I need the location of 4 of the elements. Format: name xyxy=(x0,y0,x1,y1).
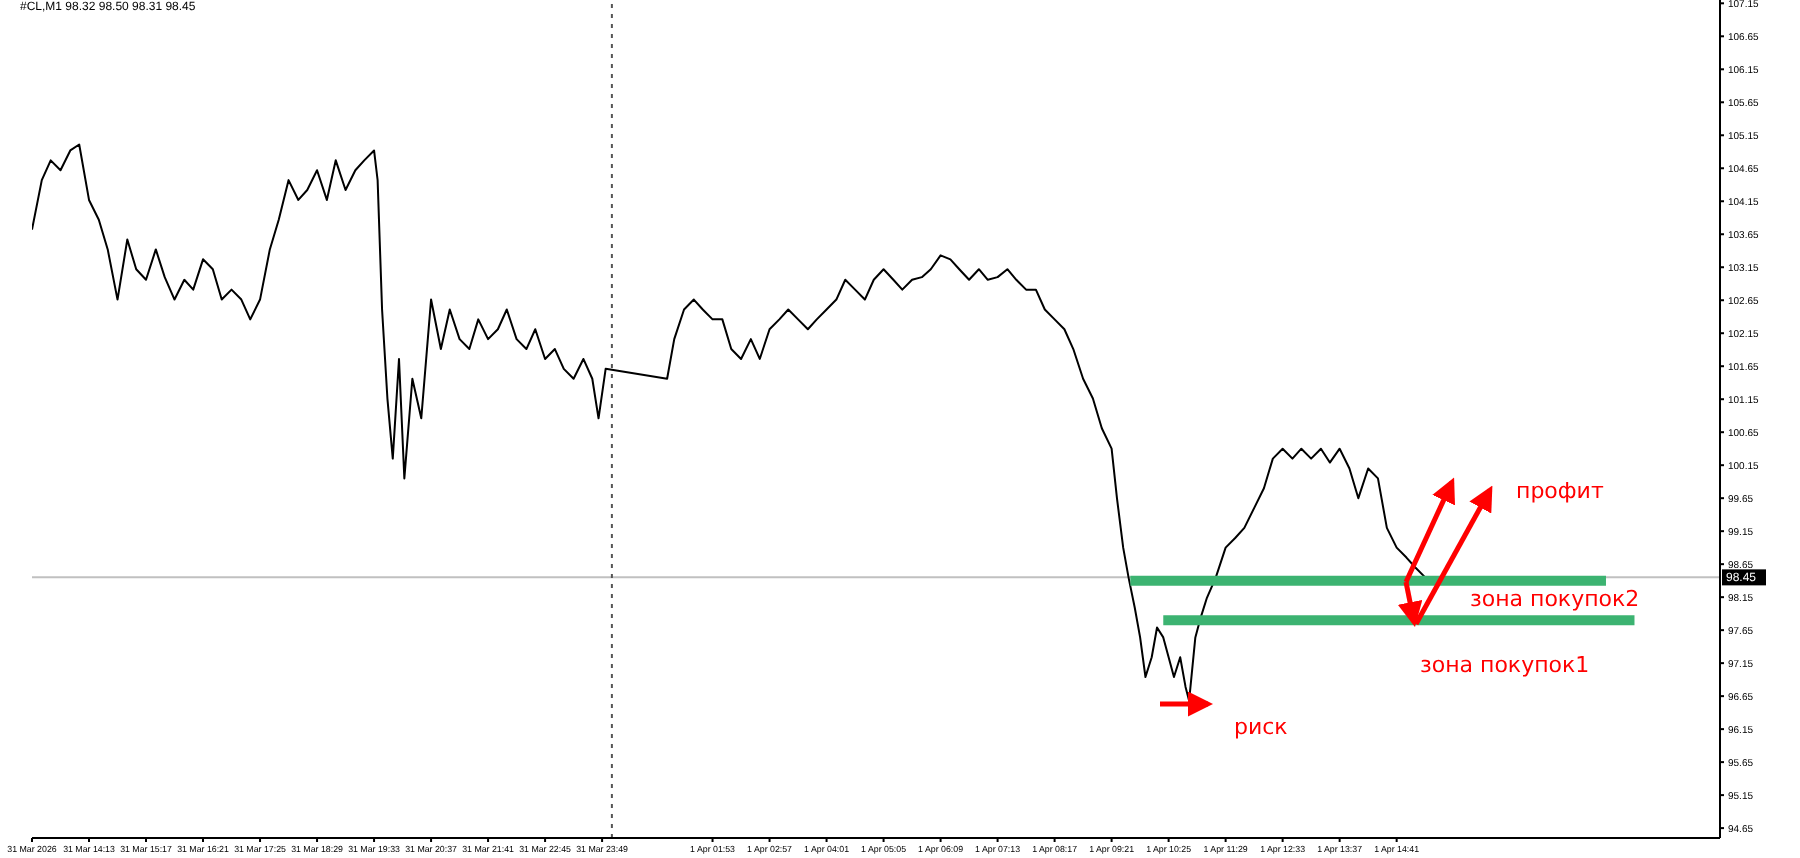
annotation: профит xyxy=(1516,478,1605,504)
annotation: зона покупок2 xyxy=(1470,586,1640,612)
annotation: зона покупок1 xyxy=(1420,652,1590,678)
annotation: риск xyxy=(1234,714,1289,740)
